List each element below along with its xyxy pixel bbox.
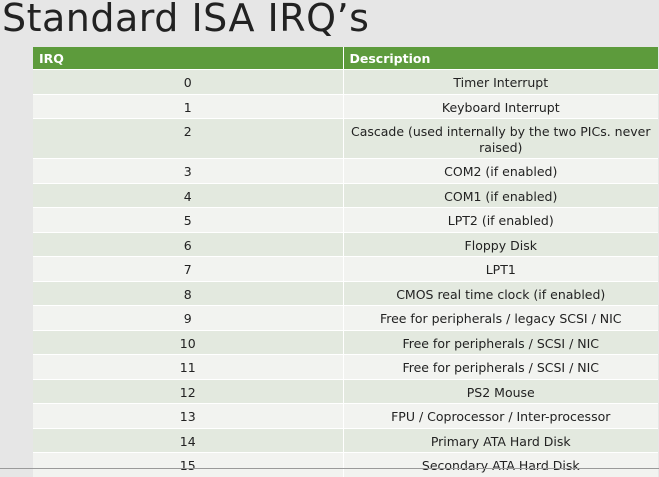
irq-description-cell: Keyboard Interrupt (343, 93, 658, 119)
irq-number-cell: 14 (33, 427, 344, 453)
irq-description-cell: Secondary ATA Hard Disk (343, 452, 658, 477)
irq-number-cell: 11 (33, 354, 344, 379)
irq-number-cell: 4 (33, 182, 344, 208)
table-row: 2 Cascade (used internally by the two PI… (33, 118, 658, 159)
irq-description-cell: Timer Interrupt (343, 69, 658, 94)
irq-description-cell: Primary ATA Hard Disk (343, 427, 658, 453)
bottom-divider (0, 468, 659, 469)
irq-number-cell: 10 (33, 329, 344, 355)
irq-description-cell: Cascade (used internally by the two PICs… (343, 118, 658, 159)
irq-number-cell: 12 (33, 378, 344, 404)
irq-number-cell: 7 (33, 256, 344, 281)
table-row: 5 LPT2 (if enabled) (33, 207, 658, 232)
column-header-description: Description (343, 47, 658, 70)
table-row: 6 Floppy Disk (33, 231, 658, 257)
table-row: 7 LPT1 (33, 256, 658, 281)
irq-description-cell: PS2 Mouse (343, 378, 658, 404)
irq-number-cell: 8 (33, 280, 344, 306)
irq-description-cell: Free for peripherals / SCSI / NIC (343, 329, 658, 355)
irq-number-cell: 1 (33, 93, 344, 119)
irq-description-cell: Free for peripherals / legacy SCSI / NIC (343, 305, 658, 330)
table-row: 15 Secondary ATA Hard Disk (33, 452, 658, 477)
table-header-row: IRQ Description (33, 47, 658, 70)
irq-description-cell: FPU / Coprocessor / Inter-processor (343, 403, 658, 428)
irq-number-cell: 6 (33, 231, 344, 257)
table-row: 10 Free for peripherals / SCSI / NIC (33, 329, 658, 355)
irq-number-cell: 0 (33, 69, 344, 94)
irq-number-cell: 2 (33, 118, 344, 159)
irq-description-cell: LPT1 (343, 256, 658, 281)
irq-number-cell: 15 (33, 452, 344, 477)
irq-description-cell: COM1 (if enabled) (343, 182, 658, 208)
table-row: 13 FPU / Coprocessor / Inter-processor (33, 403, 658, 428)
irq-description-cell: LPT2 (if enabled) (343, 207, 658, 232)
table-row: 4 COM1 (if enabled) (33, 182, 658, 208)
table-row: 8 CMOS real time clock (if enabled) (33, 280, 658, 306)
table-row: 1 Keyboard Interrupt (33, 93, 658, 119)
table-row: 14 Primary ATA Hard Disk (33, 427, 658, 453)
table-row: 0 Timer Interrupt (33, 69, 658, 94)
table-row: 3 COM2 (if enabled) (33, 158, 658, 183)
irq-description-cell: Free for peripherals / SCSI / NIC (343, 354, 658, 379)
irq-number-cell: 9 (33, 305, 344, 330)
slide-title: Standard ISA IRQ’s (2, 0, 370, 40)
irq-description-cell: COM2 (if enabled) (343, 158, 658, 183)
table-row: 11 Free for peripherals / SCSI / NIC (33, 354, 658, 379)
irq-number-cell: 5 (33, 207, 344, 232)
irq-number-cell: 3 (33, 158, 344, 183)
irq-description-cell: CMOS real time clock (if enabled) (343, 280, 658, 306)
irq-number-cell: 13 (33, 403, 344, 428)
table-row: 12 PS2 Mouse (33, 378, 658, 404)
table-row: 9 Free for peripherals / legacy SCSI / N… (33, 305, 658, 330)
irq-table: IRQ Description 0 Timer Interrupt 1 Keyb… (33, 47, 658, 477)
column-header-irq: IRQ (33, 47, 344, 70)
irq-description-cell: Floppy Disk (343, 231, 658, 257)
